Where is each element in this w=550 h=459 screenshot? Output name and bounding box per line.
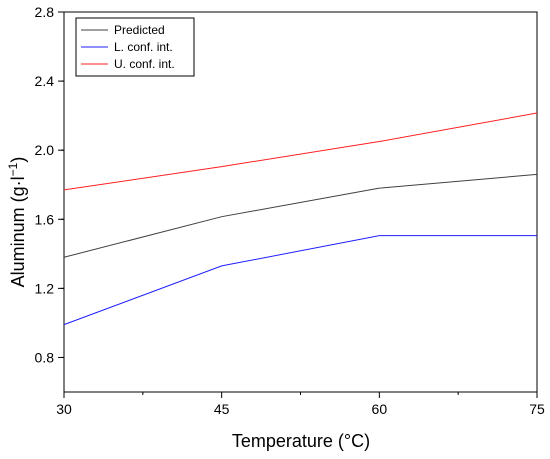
x-tick-label: 45 <box>214 401 230 417</box>
series-line-predicted <box>63 173 538 258</box>
y-tick-label: 0.8 <box>35 349 55 365</box>
series-line-u-conf-int <box>63 112 538 191</box>
y-tick-label: 2.8 <box>35 4 55 20</box>
y-axis-title-close: ) <box>8 157 28 163</box>
series-line-l-conf-int <box>63 235 537 326</box>
x-axis-title: Temperature (°C) <box>232 431 370 451</box>
legend-label-l-conf-int: L. conf. int. <box>114 40 173 54</box>
y-axis-title-main: Aluminum (g·l <box>8 176 28 287</box>
x-tick-label: 60 <box>372 401 388 417</box>
y-tick-label: 1.2 <box>35 280 55 296</box>
y-tick-label: 2.4 <box>35 73 55 89</box>
y-tick-label: 1.6 <box>35 211 55 227</box>
y-axis-title: Aluminum (g·l−1) <box>6 157 28 288</box>
legend-label-u-conf-int: U. conf. int. <box>114 57 175 71</box>
x-tick-label: 75 <box>529 401 545 417</box>
y-axis-title-exponent: −1 <box>6 162 20 176</box>
x-tick-label: 30 <box>56 401 72 417</box>
y-tick-label: 2.0 <box>35 142 55 158</box>
legend-label-predicted: Predicted <box>114 23 165 37</box>
